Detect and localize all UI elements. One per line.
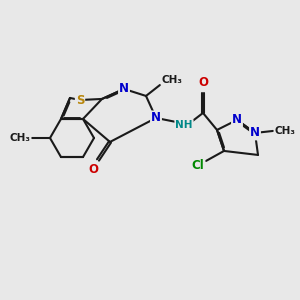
Text: CH₃: CH₃ xyxy=(274,126,296,136)
Text: NH: NH xyxy=(175,120,193,130)
Text: Cl: Cl xyxy=(192,159,204,172)
Text: CH₃: CH₃ xyxy=(161,75,182,85)
Text: N: N xyxy=(250,126,260,140)
Text: N: N xyxy=(151,111,161,124)
Text: O: O xyxy=(198,76,208,89)
Text: N: N xyxy=(232,113,242,126)
Text: N: N xyxy=(119,82,129,95)
Text: O: O xyxy=(88,164,98,176)
Text: CH₃: CH₃ xyxy=(10,133,31,143)
Text: S: S xyxy=(76,94,84,106)
